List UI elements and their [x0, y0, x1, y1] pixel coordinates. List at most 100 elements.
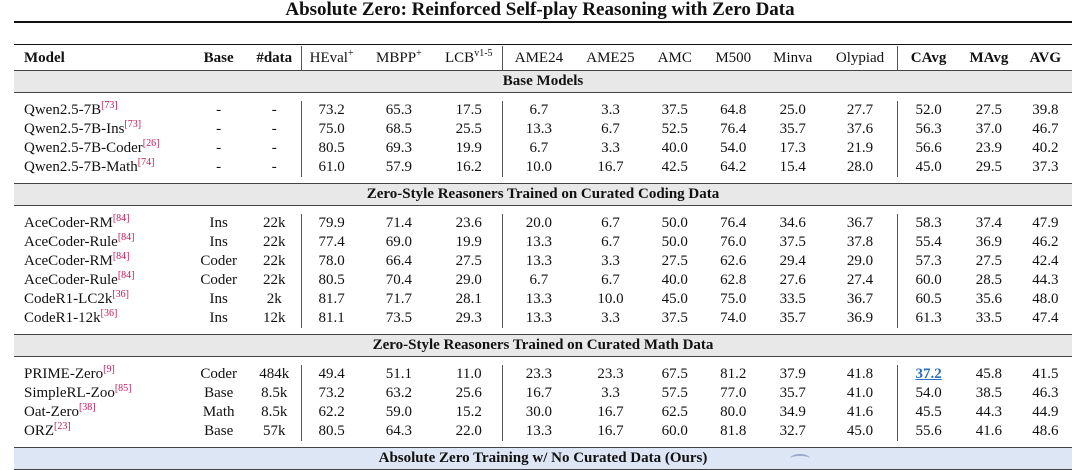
table-row: AceCoder-RM[84] Ins 22k 79.9 71.4 23.6 20.0 6.7…: [14, 214, 1072, 233]
value-cell: Ins: [209, 310, 228, 326]
value-cell: 41.6: [975, 423, 1003, 439]
value-cell: 25.6: [455, 385, 482, 401]
value-cell: 68.5: [385, 121, 412, 137]
value-cell: 27.5: [455, 253, 482, 269]
value-cell: 27.5: [975, 253, 1003, 269]
value-cell: 81.7: [300, 290, 362, 309]
value-cell: 16.7: [501, 384, 576, 403]
value-cell: 8.5k: [261, 404, 288, 420]
model-name-cell: Qwen2.5-7B-Ins[73]: [14, 120, 189, 139]
model-name: PRIME-Zero: [24, 366, 104, 382]
value-cell: 46.7: [1032, 121, 1059, 137]
value-cell: 6.7: [601, 121, 620, 137]
value-cell: 81.1: [300, 309, 362, 328]
value-cell: 62.2: [300, 403, 362, 422]
table-body: Base Models Qwen2.5-7B[73] - -73.2 65.3 17.5 6…: [14, 70, 1072, 470]
model-name-cell: AceCoder-RM[84]: [14, 214, 189, 233]
value-cell: 22k: [262, 215, 286, 231]
col-header: Minva: [773, 49, 813, 66]
value-cell: 22k: [262, 253, 286, 269]
value-cell: 11.0: [455, 366, 482, 382]
value-cell: Coder: [200, 253, 237, 269]
value-cell: 44.3: [975, 404, 1003, 420]
value-cell: -: [216, 102, 222, 118]
value-cell: 27.4: [846, 272, 874, 288]
model-name-cell: ORZ[23]: [14, 422, 189, 441]
value-cell: 28.1: [455, 291, 482, 307]
value-cell: 22.0: [455, 423, 482, 439]
value-cell: 50.0: [661, 234, 688, 250]
value-cell: 44.9: [1032, 404, 1059, 420]
results-table: Model Base #data HEval+ MBPP+ LCBv1-5 AM…: [14, 46, 1072, 470]
model-name: CodeR1-LC2k: [24, 291, 113, 307]
value-cell: -: [216, 140, 222, 156]
value-cell: 21.9: [846, 140, 874, 156]
value-cell: 2k: [266, 291, 282, 307]
value-cell: 46.3: [1032, 385, 1059, 401]
value-cell: -: [271, 121, 277, 137]
value-cell: 35.7: [779, 121, 806, 137]
value-cell: Base: [204, 385, 234, 401]
col-header: #data: [256, 49, 293, 66]
value-cell: 64.8: [720, 102, 747, 118]
value-cell: 69.0: [385, 234, 412, 250]
value-cell: -: [216, 159, 222, 175]
value-cell: 27.5: [975, 102, 1003, 118]
value-cell: Ins: [209, 234, 228, 250]
value-cell: 77.0: [720, 385, 747, 401]
value-cell: 23.3: [501, 365, 576, 384]
col-header: AVG: [1029, 49, 1062, 66]
value-cell: 484k: [259, 366, 290, 382]
value-cell: -: [216, 121, 222, 137]
model-name: Qwen2.5-7B-Math: [24, 159, 138, 175]
value-cell: 47.4: [1032, 310, 1059, 326]
citation: [23]: [54, 421, 71, 432]
model-name: Qwen2.5-7B-Coder: [24, 140, 143, 156]
model-name-cell: SimpleRL-Zoo[85]: [14, 384, 189, 403]
table-row: CodeR1-12k[36] Ins 12k 81.1 73.5 29.3 13.3 3.3 3…: [14, 309, 1072, 328]
value-cell: 80.5: [300, 271, 362, 290]
model-name-cell: AceCoder-RM[84]: [14, 252, 189, 271]
col-header: M500: [715, 49, 752, 66]
value-cell: 46.2: [1032, 234, 1059, 250]
value-cell: 19.9: [455, 234, 482, 250]
value-cell: 29.0: [846, 253, 874, 269]
value-cell: 50.0: [661, 215, 688, 231]
model-name-cell: AceCoder-Rule[84]: [14, 233, 189, 252]
value-cell: Coder: [200, 272, 237, 288]
col-header: HEval+: [300, 46, 362, 71]
value-cell: 76.4: [720, 121, 747, 137]
value-cell: 57.5: [661, 385, 688, 401]
table-row: CodeR1-LC2k[36] Ins 2k 81.7 71.7 28.1 13.3 10.0…: [14, 290, 1072, 309]
value-cell: 29.5: [975, 159, 1003, 175]
value-cell: 10.0: [501, 158, 576, 177]
value-cell: 76.0: [720, 234, 747, 250]
value-cell: 37.5: [779, 234, 806, 250]
value-cell: -: [271, 102, 277, 118]
value-cell: 64.3: [385, 423, 412, 439]
value-cell: 74.0: [720, 310, 747, 326]
value-cell: 45.0: [846, 423, 874, 439]
table-row: Oat-Zero[38] Math 8.5k 62.2 59.0 15.2 30.0 16.7…: [14, 403, 1072, 422]
value-cell: 45.0: [896, 158, 960, 177]
value-cell: 23.6: [455, 215, 482, 231]
section-header-row: Zero-Style Reasoners Trained on Curated …: [14, 183, 1072, 206]
value-cell: 70.4: [385, 272, 412, 288]
value-cell: 44.3: [1032, 272, 1059, 288]
value-cell: 27.7: [846, 102, 874, 118]
value-cell: 13.3: [501, 120, 576, 139]
top-rule: [14, 21, 1072, 23]
citation: [84]: [117, 232, 135, 243]
value-cell: Ins: [209, 291, 228, 307]
value-cell: 29.0: [455, 272, 482, 288]
value-cell: 57.3: [896, 252, 960, 271]
section-title: Absolute Zero Training w/ No Curated Dat…: [14, 447, 1072, 470]
value-cell: 35.7: [779, 385, 806, 401]
value-cell: 45.0: [661, 291, 688, 307]
value-cell: 23.9: [975, 140, 1003, 156]
col-header: Model: [24, 49, 65, 66]
value-cell: Coder: [200, 366, 237, 382]
value-cell: -: [271, 140, 277, 156]
section-header-row: Base Models: [14, 70, 1072, 93]
value-cell: 37.8: [846, 234, 874, 250]
